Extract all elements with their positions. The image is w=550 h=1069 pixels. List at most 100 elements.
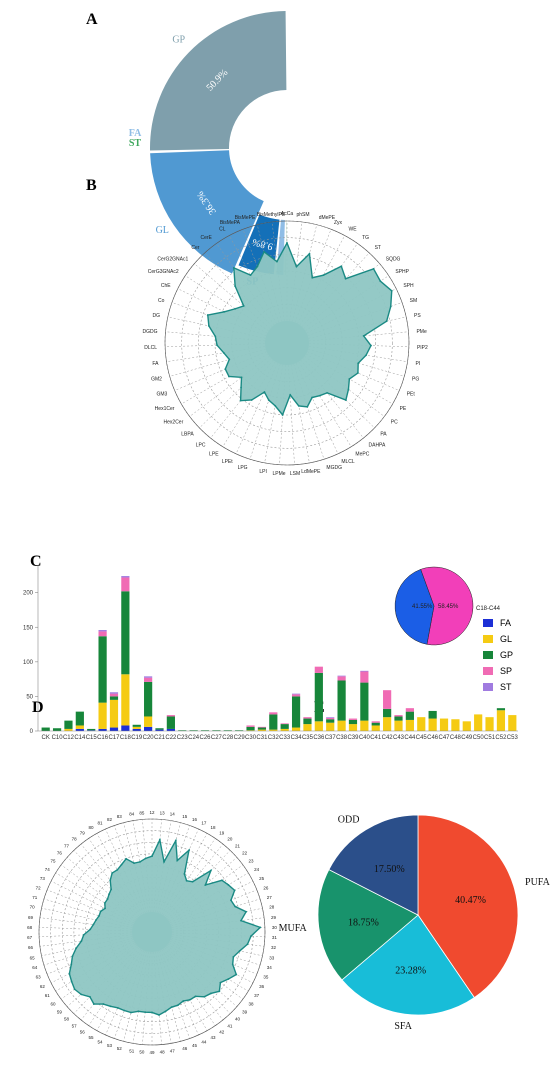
x-tick-label: C30	[245, 735, 257, 741]
radar-point	[240, 386, 242, 389]
radar-point	[158, 838, 161, 841]
bar-c46-gp	[428, 710, 437, 719]
bar-c44-gl	[405, 719, 414, 731]
spoke-label: 85	[139, 810, 145, 815]
bar-c12-gl	[64, 728, 73, 731]
grid-spoke	[160, 950, 199, 1036]
spoke-label: PC	[391, 419, 398, 425]
grid-spoke	[167, 943, 244, 1000]
bar-c52-gl	[496, 710, 506, 731]
radar-point	[185, 879, 188, 882]
legend-swatch-sp	[483, 667, 493, 675]
spoke-label: 48	[160, 1050, 166, 1055]
bar-c36-gl	[314, 721, 323, 731]
bar-c30-gp	[246, 726, 255, 731]
bar-c36-sp	[314, 666, 323, 673]
radar-point	[103, 902, 106, 904]
spoke-label: BisMePA	[220, 220, 241, 226]
bar-c43-gp	[394, 716, 403, 721]
spoke-label: 42	[219, 1029, 225, 1034]
radar-point	[240, 376, 243, 379]
bar-c39-gp	[348, 719, 358, 725]
radar-point	[209, 869, 212, 872]
spoke-label: FA	[152, 361, 159, 367]
spoke-label: WE	[349, 226, 358, 232]
radar-point	[306, 405, 309, 408]
spoke-label: ST	[375, 245, 381, 251]
x-axis: CK C10 C12 C14 C15 C16 C17 C18 C19 C20 C21 C22 C23 C2…	[38, 730, 518, 741]
spoke-label: 33	[269, 955, 275, 960]
bar-c31-gl	[257, 729, 267, 731]
radar-point	[130, 1011, 132, 1014]
spoke-label: 43	[211, 1035, 217, 1040]
spoke-label: 59	[57, 1009, 63, 1014]
bar-c18-gp	[121, 591, 130, 675]
radar-point	[223, 310, 226, 313]
bar-c12-gp	[64, 720, 73, 729]
spoke-label: PI	[415, 361, 420, 367]
pie-chart-fatty-acids: 40.47% PUFA 23.28% SFA 18.75% MUFA 17.50% ODD	[279, 815, 550, 1033]
bar-c16-gl	[98, 702, 107, 729]
radar-point	[365, 354, 367, 357]
bar-c34-sp	[291, 694, 301, 697]
radar-point	[151, 1011, 153, 1014]
spoke-label: 14	[170, 812, 176, 817]
radar-point	[218, 990, 221, 993]
radar-point	[89, 928, 92, 931]
bar-c43-gl	[394, 720, 403, 731]
radar-point	[263, 391, 266, 393]
spoke-label: AcCa	[281, 211, 293, 217]
grid-spoke	[171, 907, 263, 929]
x-tick-label: C20	[143, 735, 155, 741]
y-tick-label: 150	[23, 625, 34, 631]
value-label-mufa: 18.75%	[348, 917, 379, 928]
y-tick-label: 50	[26, 694, 33, 700]
spoke-label: 17	[201, 821, 207, 826]
radar-point	[151, 855, 153, 858]
category-label-pufa: PUFA	[525, 877, 550, 888]
radar-point	[281, 413, 284, 416]
grid-spoke	[168, 872, 249, 922]
radar-point	[109, 1005, 112, 1008]
bar-c39-gl	[348, 724, 358, 731]
grid-spoke	[60, 943, 137, 1000]
spoke-label: 31	[272, 935, 278, 940]
spoke-label: 54	[98, 1039, 104, 1044]
radar-point	[75, 947, 77, 950]
spoke-label: 40	[235, 1017, 241, 1022]
bar-c31-sp	[257, 726, 267, 728]
radar-point	[240, 919, 242, 922]
spoke-label: 65	[30, 955, 36, 960]
radar-point	[250, 935, 252, 938]
bar-c10-gp	[52, 728, 62, 731]
grid-spoke	[43, 937, 133, 966]
grid-spoke	[132, 820, 149, 913]
radar-point	[92, 1003, 95, 1005]
radar-point	[170, 1006, 173, 1009]
radar-point	[348, 378, 351, 380]
spoke-label: dMePE	[319, 215, 336, 221]
bar-c22-sp	[166, 715, 175, 717]
grid-spoke	[161, 833, 208, 915]
radar-point	[216, 344, 218, 347]
bar-c36-gp	[314, 672, 323, 722]
grid-spoke	[39, 934, 133, 947]
radar-point	[82, 934, 85, 936]
spoke-label: 21	[235, 843, 241, 848]
grid-spoke	[142, 951, 151, 1045]
category-label-mufa: MUFA	[279, 923, 308, 934]
x-tick-label: C45	[416, 735, 428, 741]
grid-spoke	[169, 940, 254, 984]
radar-point	[372, 267, 375, 270]
radar-point	[274, 405, 277, 407]
x-tick-label: C29	[234, 735, 246, 741]
spoke-label: 66	[28, 945, 34, 950]
x-tick-label: C10	[52, 735, 64, 741]
radar-point	[110, 888, 113, 891]
inset-slice-blue	[394, 569, 435, 645]
spoke-label: SQDG	[386, 256, 401, 262]
radar-point	[234, 307, 237, 310]
bar-c21-gp	[155, 728, 164, 730]
bar-c19-gp	[132, 724, 141, 727]
spoke-label: TG	[362, 235, 369, 241]
